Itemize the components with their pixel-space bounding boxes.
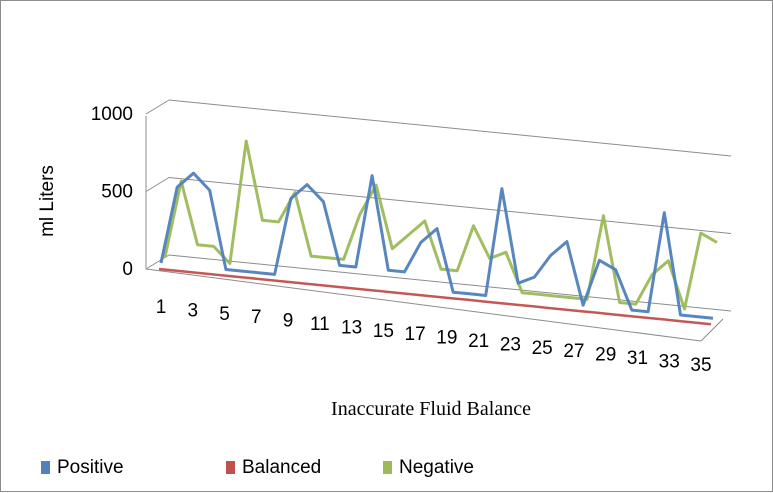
legend: Positive Balanced Negative [41,457,474,478]
grid-depth-line [146,178,169,192]
x-tick-label: 33 [659,351,680,372]
gridline-1000 [169,100,731,156]
legend-label-positive: Positive [57,457,124,478]
x-tick-label: 3 [187,300,198,321]
y-tick-label: 0 [122,259,133,280]
x-tick-label: 35 [690,355,711,376]
legend-swatch-negative [383,461,392,474]
legend-label-balanced: Balanced [242,457,321,478]
x-tick-label: 23 [500,334,521,355]
series-line-negative [165,141,717,309]
legend-swatch-positive [41,461,50,474]
x-tick-label: 7 [251,307,262,328]
y-tick-label: 1000 [91,104,133,125]
x-tick-label: 19 [436,328,457,349]
x-tick-label: 25 [532,338,553,359]
grid [146,100,731,341]
legend-swatch-balanced [226,461,235,474]
x-tick-label: 5 [219,304,230,325]
x-tick-label: 1 [156,297,167,318]
x-tick-label: 11 [310,314,330,335]
x-tick-label: 27 [563,341,584,362]
x-tick-label: 13 [341,317,362,338]
x-tick-label: 9 [283,311,294,332]
x-tick-label: 29 [595,345,616,366]
y-tick-label: 500 [101,182,133,203]
x-tick-label: 15 [373,321,394,342]
x-tick-label: 21 [468,331,489,352]
series-lines [159,141,717,324]
y-axis-label: ml Liters [37,165,58,237]
grid-depth-line [146,100,169,114]
gridline-500 [169,178,731,234]
x-axis-label: Inaccurate Fluid Balance [331,398,531,420]
legend-label-negative: Negative [399,457,474,478]
series-line-balanced [159,269,711,324]
x-tick-label: 17 [405,324,426,345]
x-tick-label: 31 [627,348,648,369]
